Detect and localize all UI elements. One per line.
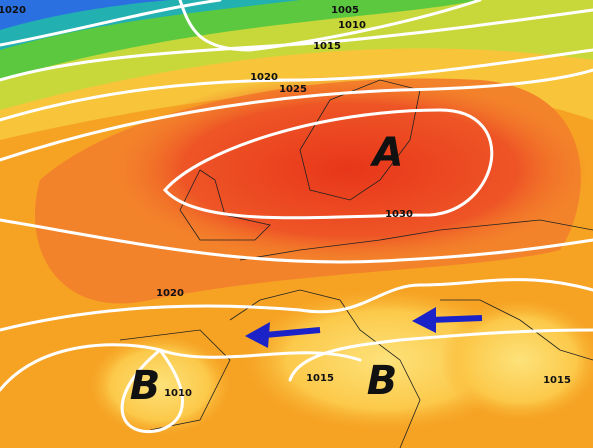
isobars: [0, 0, 593, 433]
isobar-label: 1005: [331, 5, 359, 16]
isobar-label: 1020: [156, 288, 184, 299]
isobar-label: 1025: [279, 84, 307, 95]
isobar-label: 1030: [385, 209, 413, 220]
labels: 1020 100510101015102010251030102010151010…: [0, 5, 571, 409]
isobar-label: 1020: [0, 5, 26, 16]
isobar-label: 1015: [543, 375, 571, 386]
wind-arrows: [245, 307, 483, 348]
coastlines: [119, 79, 593, 448]
isobar-label: 1015: [306, 373, 334, 384]
isobar-label: 1010: [338, 20, 366, 31]
pressure-center: B: [130, 363, 161, 409]
isobar-label: 1020: [250, 72, 278, 83]
isobar-label: 1010: [164, 388, 192, 399]
isobar-label: 1015: [313, 41, 341, 52]
pressure-center: B: [367, 358, 398, 404]
pressure-center: A: [370, 130, 404, 176]
